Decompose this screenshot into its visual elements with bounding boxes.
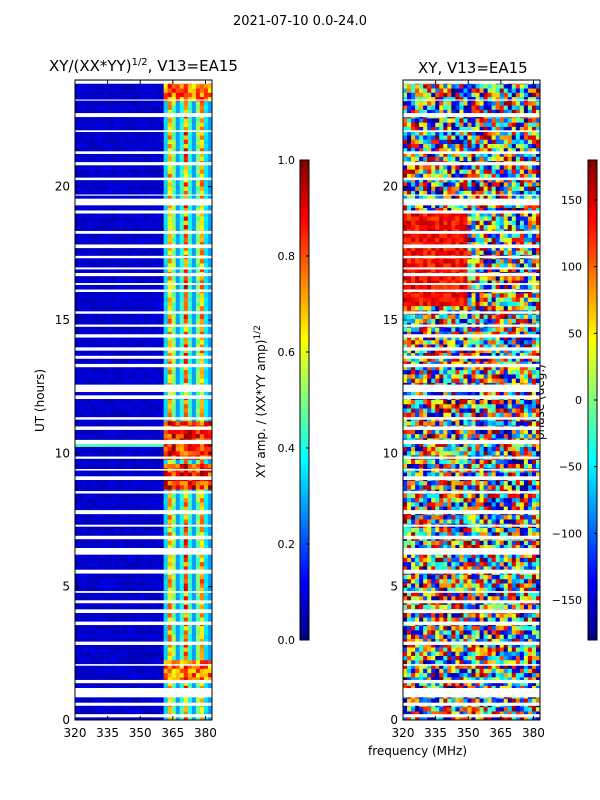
- colorbar-tick-label: 0.4: [278, 442, 296, 455]
- colorbar-tick-label: −50: [559, 461, 582, 474]
- colorbar-tick-label: 100: [561, 261, 582, 274]
- colorbar-tick-label: 0.0: [278, 634, 296, 647]
- colorbar-tick-label: 0.6: [278, 346, 296, 359]
- chart-svg: 320 335 350 365 380 0 5 10 15 20 0.0 0.2 0.4 0.6 0.8 1.…: [0, 0, 600, 800]
- amplitude-heatmap: [75, 80, 212, 720]
- y-tick-label: 5: [390, 580, 398, 594]
- y-tick-label: 5: [62, 580, 70, 594]
- y-tick-label: 15: [383, 313, 398, 327]
- colorbar-tick-label: −150: [552, 594, 582, 607]
- colorbar-tick-label: 1.0: [278, 154, 296, 167]
- y-tick-label: 15: [55, 313, 70, 327]
- phase-heatmap: [403, 80, 540, 720]
- colorbar-tick-label: −100: [552, 527, 582, 540]
- y-tick-label: 10: [383, 446, 398, 460]
- colorbar: [300, 160, 309, 640]
- colorbar-tick-label: 0: [575, 394, 582, 407]
- x-tick-label: 320: [64, 726, 87, 740]
- x-tick-label: 350: [129, 726, 152, 740]
- figure: 2021-07-10 0.0-24.0 XY/(XX*YY)1/2, V13=E…: [0, 0, 600, 800]
- x-tick-label: 335: [96, 726, 119, 740]
- x-tick-label: 380: [522, 726, 545, 740]
- x-tick-label: 350: [457, 726, 480, 740]
- x-tick-label: 335: [424, 726, 447, 740]
- y-tick-label: 0: [62, 713, 70, 727]
- x-tick-label: 365: [161, 726, 184, 740]
- colorbar-tick-label: 150: [561, 194, 582, 207]
- colorbar-tick-label: 0.8: [278, 250, 296, 263]
- x-tick-label: 380: [194, 726, 217, 740]
- x-tick-label: 365: [489, 726, 512, 740]
- y-tick-label: 20: [383, 180, 398, 194]
- y-tick-label: 20: [55, 180, 70, 194]
- colorbar-tick-label: 0.2: [278, 538, 296, 551]
- y-tick-label: 10: [55, 446, 70, 460]
- y-tick-label: 0: [390, 713, 398, 727]
- x-tick-label: 320: [392, 726, 415, 740]
- colorbar-tick-label: 50: [568, 327, 582, 340]
